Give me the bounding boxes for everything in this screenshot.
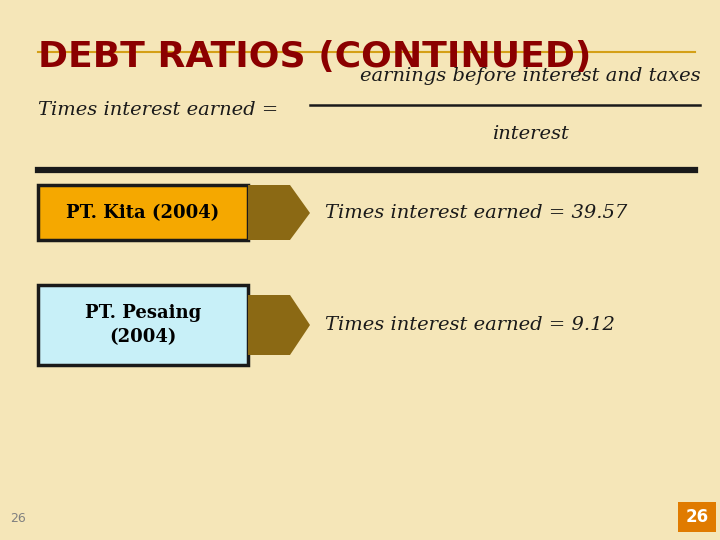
FancyBboxPatch shape [38,285,248,365]
Text: DEBT RATIOS (CONTINUED): DEBT RATIOS (CONTINUED) [38,40,591,74]
FancyBboxPatch shape [678,502,716,532]
Text: Times interest earned =: Times interest earned = [38,101,284,119]
Text: interest: interest [492,125,568,143]
Text: 26: 26 [10,512,26,525]
Text: PT. Pesaing
(2004): PT. Pesaing (2004) [85,304,201,346]
Text: Times interest earned = 9.12: Times interest earned = 9.12 [325,316,615,334]
Text: Times interest earned = 39.57: Times interest earned = 39.57 [325,204,627,222]
Text: PT. Kita (2004): PT. Kita (2004) [66,204,220,222]
Polygon shape [248,295,310,355]
Text: earnings before interest and taxes: earnings before interest and taxes [360,67,701,85]
Polygon shape [248,185,310,240]
Text: 26: 26 [685,508,708,526]
FancyBboxPatch shape [38,185,248,240]
